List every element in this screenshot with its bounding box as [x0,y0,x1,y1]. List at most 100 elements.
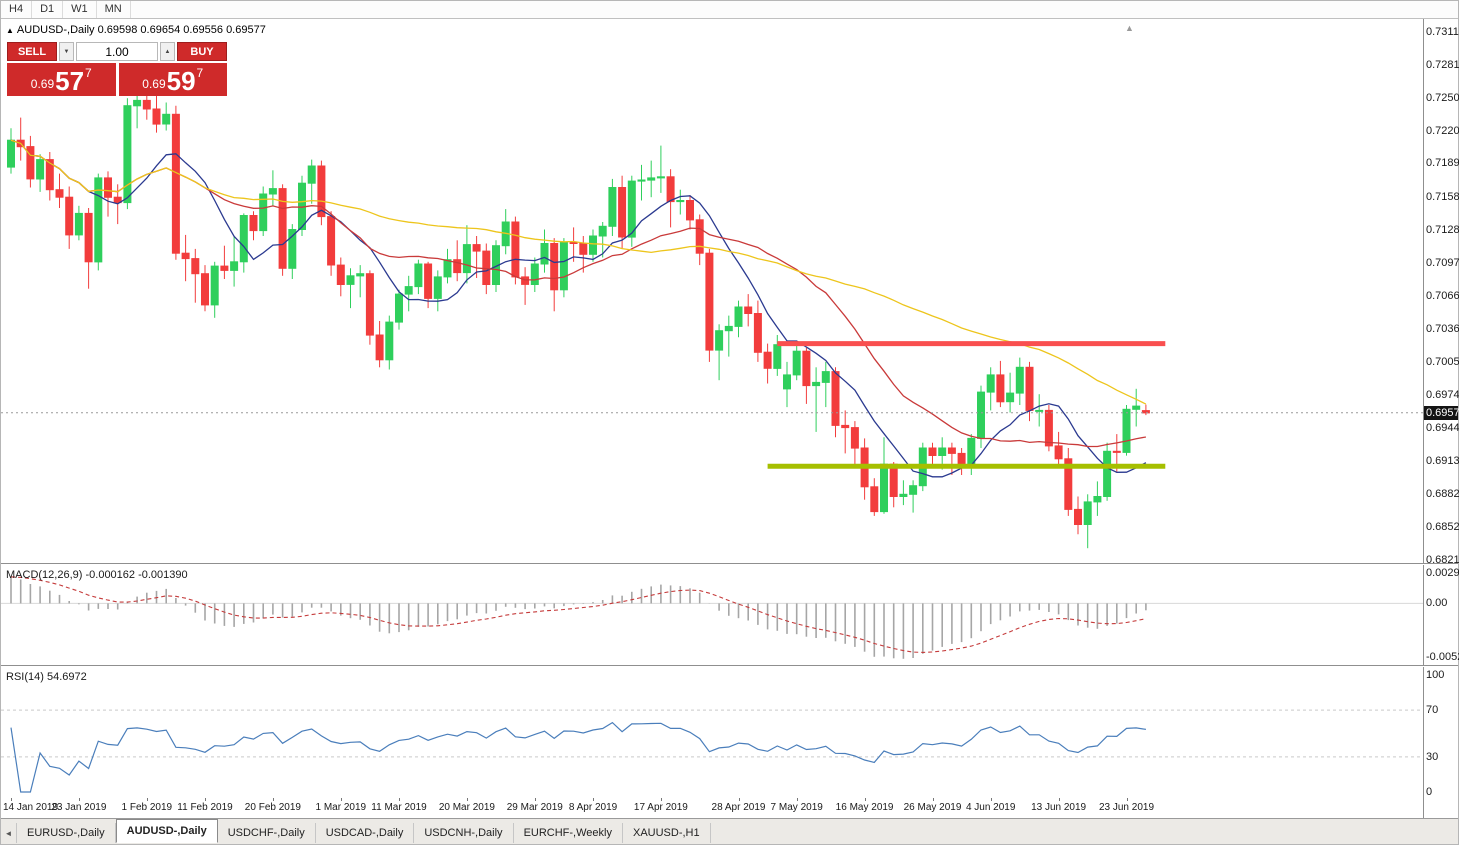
date-tick [660,798,662,801]
date-tick [11,798,12,801]
date-label: 7 May 2019 [770,802,823,813]
rsi-scale[interactable]: 100 70 30 0 [1423,667,1458,798]
date-tick [1058,798,1060,801]
date-tick [1126,798,1128,801]
rsi-chart-canvas[interactable] [1,667,1423,798]
date-label: 4 Jun 2019 [965,802,1016,813]
chart-tab-xauusd-h1[interactable]: XAUUSD-,H1 [623,823,711,843]
sell-button[interactable]: SELL [7,42,57,62]
price-scale-label: 0.68825 [1426,487,1459,500]
one-click-toggle-icon[interactable]: ▲ [6,26,14,36]
macd-scale-label: 0.002984 [1426,567,1459,580]
chart-shift-marker-icon[interactable]: ▲ [1125,23,1134,34]
ask-price-button[interactable]: 0.69 59 7 [118,63,227,97]
chart-tab-bar: ◄ EURUSD-,Daily AUDUSD-,Daily USDCHF-,Dail… [1,818,1458,844]
timeframe-button-mn[interactable]: MN [97,1,131,19]
date-tick [932,798,934,801]
macd-scale-label: -0.00525 [1426,651,1459,664]
date-label: 8 Apr 2019 [568,802,618,813]
bid-price-prefix: 0.69 [30,77,55,92]
chart-tab-usdcad-daily[interactable]: USDCAD-,Daily [316,823,415,843]
date-tick [340,798,342,801]
rsi-scale-label: 30 [1426,750,1439,763]
chart-tab-usdcnh-daily[interactable]: USDCNH-,Daily [414,823,514,843]
chart-tab-audusd-daily[interactable]: AUDUSD-,Daily [115,819,218,843]
macd-chart-canvas[interactable] [1,565,1423,665]
price-scale-label: 0.70665 [1426,289,1459,302]
price-scale-label: 0.71895 [1426,157,1459,170]
rsi-label: RSI(14) 54.6972 [6,671,87,683]
price-scale-label: 0.72505 [1426,91,1459,104]
date-label: 23 Jan 2019 [51,802,107,813]
ask-price-prefix: 0.69 [142,77,166,92]
timeframe-button-h4[interactable]: H4 [1,1,33,19]
date-axis-panel: 14 Jan 2019 23 Jan 2019 1 Feb 2019 11 Feb 2… [1,798,1458,818]
date-axis[interactable]: 14 Jan 2019 23 Jan 2019 1 Feb 2019 11 Feb 2… [1,798,1423,818]
date-tick [864,798,866,801]
volume-increase-icon[interactable]: ▲ [160,42,175,62]
macd-label: MACD(12,26,9) -0.000162 -0.001390 [6,569,188,582]
date-label: 11 Mar 2019 [371,802,427,813]
date-tick [78,798,80,801]
chart-tab-eurchf-weekly[interactable]: EURCHF-,Weekly [514,823,623,843]
price-scale-label: 0.68210 [1426,554,1459,567]
date-tick [593,798,594,801]
date-label: 20 Mar 2019 [438,802,495,813]
ask-price-pip: 7 [196,66,204,81]
date-label: 29 Mar 2019 [506,802,563,813]
date-label: 17 Apr 2019 [633,802,688,813]
timeframe-button-d1[interactable]: D1 [32,1,64,19]
tab-scroll-left-icon[interactable]: ◄ [1,823,17,843]
date-label: 26 May 2019 [903,802,962,813]
price-scale-label: 0.73115 [1426,26,1459,39]
date-tick [796,798,798,801]
date-label: 28 Apr 2019 [711,802,766,813]
price-scale-label: 0.69745 [1426,388,1459,401]
rsi-scale-label: 0 [1426,786,1433,798]
macd-indicator-panel: MACD(12,26,9) -0.000162 -0.001390 0.0029… [1,565,1459,666]
date-label: 16 May 2019 [835,802,894,813]
chart-title-ohlc: 0.69598 0.69654 0.69556 0.69577 [97,24,266,37]
ask-price-main: 59 [166,66,196,97]
panel-splitter[interactable] [1,563,1458,566]
bid-price-button[interactable]: 0.69 57 7 [7,63,116,97]
date-tick [466,798,468,801]
timeframe-button-w1[interactable]: W1 [63,1,97,19]
macd-scale-label: 0.00 [1426,597,1448,610]
rsi-indicator-panel: RSI(14) 54.6972 100 70 30 0 [1,667,1458,798]
volume-decrease-icon[interactable]: ▼ [59,42,74,62]
date-tick [990,798,992,801]
price-chart[interactable]: ▲ AUDUSD-,Daily 0.69598 0.69654 0.69556 0… [1,19,1423,563]
rsi-scale-label: 100 [1426,669,1445,681]
chart-title-symbol: AUDUSD-,Daily [16,24,95,37]
rsi-chart[interactable]: RSI(14) 54.6972 [1,667,1423,798]
panel-splitter[interactable] [1,665,1458,667]
date-tick [399,798,400,801]
macd-scale[interactable]: 0.002984 0.00 -0.00525 [1423,565,1459,666]
price-scale-label: 0.71585 [1426,190,1459,203]
date-label: 14 Jan 2019 [3,802,59,813]
date-label: 1 Mar 2019 [315,802,367,813]
date-tick [146,798,148,801]
candlestick-chart-canvas[interactable] [1,19,1423,563]
date-tick [738,798,740,801]
date-label: 13 Jun 2019 [1031,802,1087,813]
date-tick [205,798,206,801]
chart-tab-eurusd-daily[interactable]: EURUSD-,Daily [17,823,116,843]
volume-input[interactable]: 1.00 [76,42,158,62]
bid-price-main: 57 [55,66,85,97]
rsi-scale-label: 70 [1426,704,1439,717]
date-label: 20 Feb 2019 [244,802,301,813]
chart-tab-usdchf-daily[interactable]: USDCHF-,Daily [218,823,316,843]
current-price-tag: 0.69577 [1424,405,1459,420]
macd-chart[interactable]: MACD(12,26,9) -0.000162 -0.001390 [1,565,1423,665]
buy-button[interactable]: BUY [177,42,227,62]
